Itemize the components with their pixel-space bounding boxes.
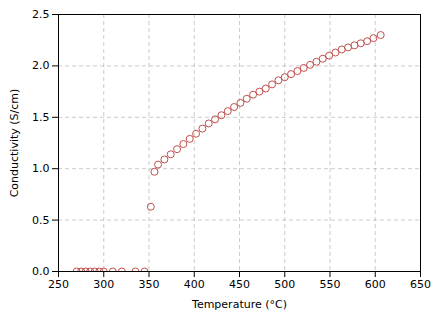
svg-text:450: 450	[229, 278, 250, 291]
svg-text:550: 550	[320, 278, 341, 291]
svg-text:600: 600	[365, 278, 386, 291]
svg-text:0.5: 0.5	[32, 214, 50, 227]
svg-text:300: 300	[93, 278, 114, 291]
svg-text:350: 350	[139, 278, 160, 291]
svg-text:1.5: 1.5	[32, 111, 50, 124]
svg-text:650: 650	[410, 278, 431, 291]
svg-text:500: 500	[274, 278, 295, 291]
svg-text:1.0: 1.0	[32, 162, 50, 175]
svg-text:2.5: 2.5	[32, 8, 50, 21]
svg-text:2.0: 2.0	[32, 59, 50, 72]
svg-text:0.0: 0.0	[32, 265, 50, 278]
svg-text:250: 250	[48, 278, 69, 291]
svg-text:400: 400	[184, 278, 205, 291]
svg-text:Conductivity (S/cm): Conductivity (S/cm)	[8, 89, 21, 198]
svg-text:Temperature (°C): Temperature (°C)	[191, 298, 287, 311]
